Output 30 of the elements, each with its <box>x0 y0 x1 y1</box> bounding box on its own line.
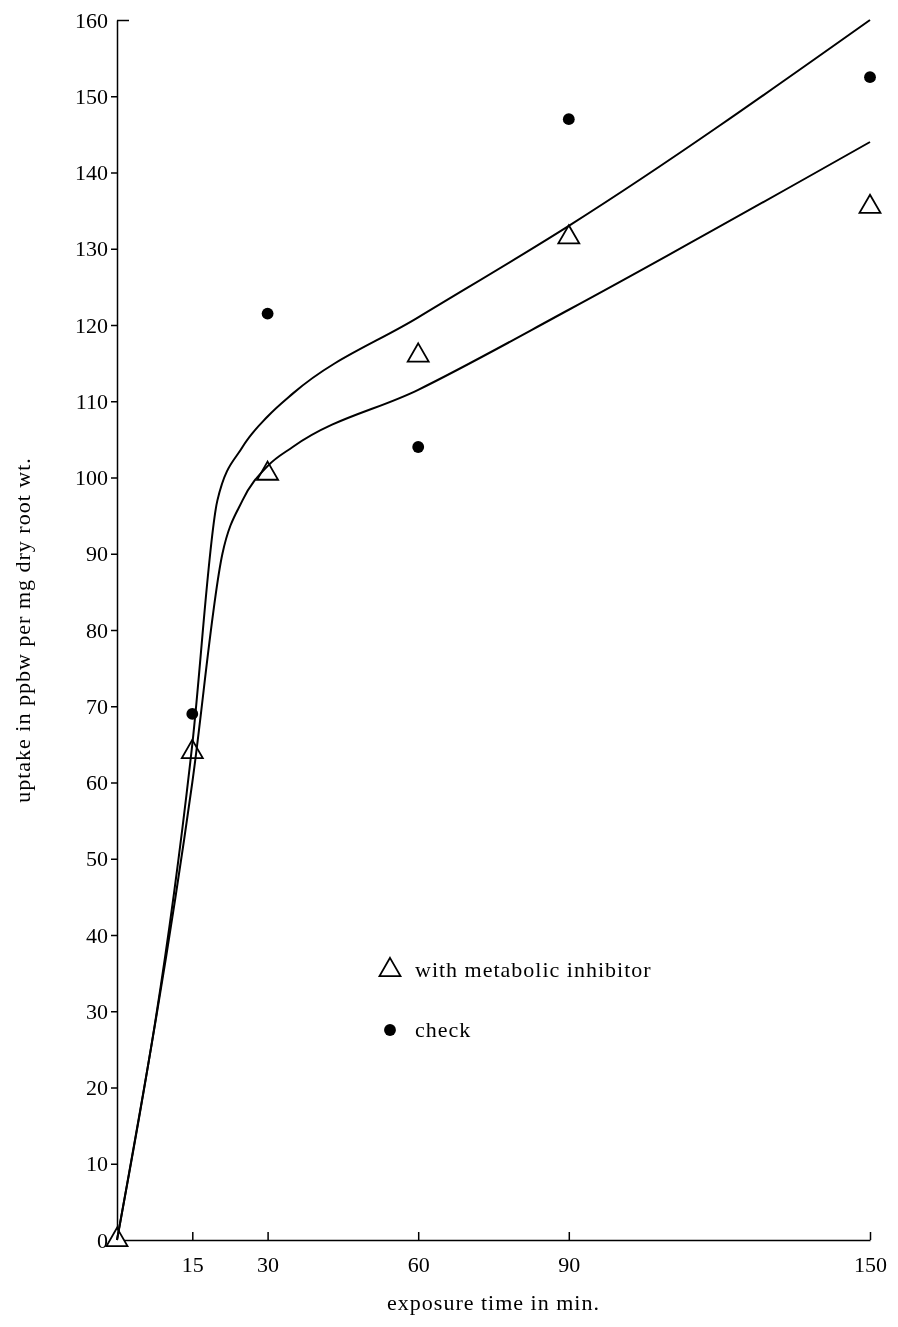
y-tick-label: 70 <box>86 693 108 719</box>
y-tick-label: 120 <box>75 312 108 338</box>
legend-label: check <box>415 1017 472 1042</box>
y-tick-label: 50 <box>86 846 108 872</box>
point <box>412 441 425 453</box>
x-tick-label: 60 <box>407 1251 430 1277</box>
y-tick-label: 10 <box>86 1151 108 1177</box>
x-tick-label: 30 <box>257 1251 280 1277</box>
y-tick-label: 20 <box>86 1075 108 1101</box>
legend-label: with metabolic inhibitor <box>415 957 652 982</box>
y-tick-label: 0 <box>97 1227 108 1253</box>
y-tick-label: 60 <box>86 770 108 796</box>
point <box>261 307 274 320</box>
x-tick-label: 150 <box>854 1251 887 1277</box>
y-tick-label: 40 <box>86 922 108 948</box>
point <box>864 71 876 84</box>
y-tick-label: 80 <box>86 617 108 643</box>
y-axis-title: uptake in ppbw per mg dry root wt. <box>10 457 35 803</box>
y-tick-label: 110 <box>75 388 108 414</box>
x-tick-label: 90 <box>558 1251 581 1277</box>
y-tick-label: 150 <box>75 83 108 109</box>
y-tick-label: 160 <box>75 7 108 33</box>
x-tick-label: 15 <box>181 1251 204 1277</box>
x-axis-title: exposure time in min. <box>387 1290 600 1315</box>
y-tick-label: 90 <box>86 541 108 567</box>
y-tick-label: 30 <box>86 998 108 1024</box>
y-tick-label: 140 <box>75 160 108 186</box>
y-tick-label: 100 <box>75 465 108 491</box>
point <box>562 113 575 126</box>
y-tick-label: 130 <box>75 236 108 262</box>
